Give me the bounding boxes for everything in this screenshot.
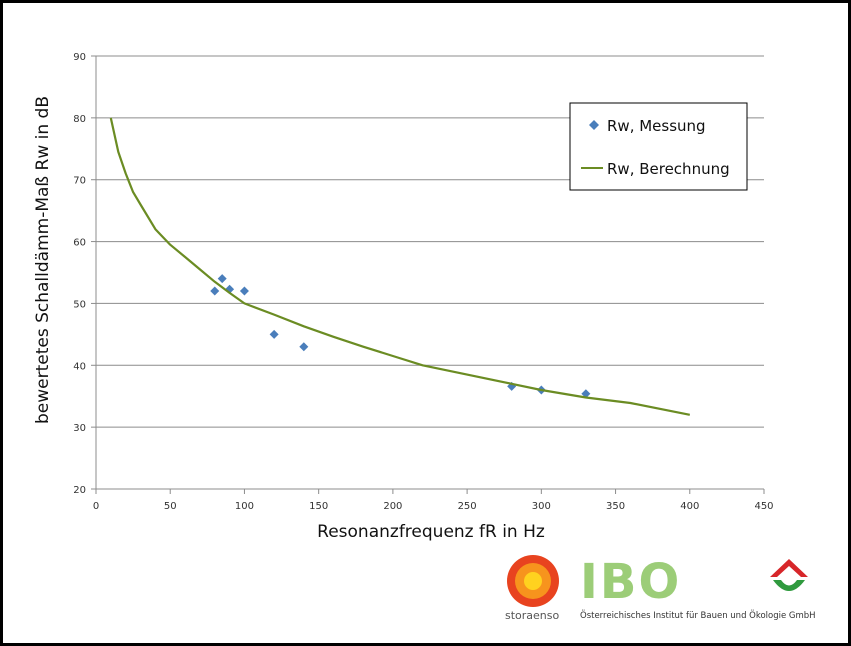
grid-lines bbox=[96, 55, 764, 428]
x-axis-title: Resonanzfrequenz fR in Hz bbox=[317, 522, 545, 542]
x-tick-label: 150 bbox=[309, 501, 328, 512]
x-tick-label: 100 bbox=[235, 501, 254, 512]
y-tick-label: 60 bbox=[73, 238, 86, 249]
x-tick-label: 350 bbox=[606, 501, 625, 512]
y-axis-title: bewertetes Schalldämm-Maß Rw in dB bbox=[33, 96, 53, 424]
y-tick-label: 90 bbox=[73, 52, 86, 63]
y-tick-label: 40 bbox=[73, 361, 86, 372]
axes bbox=[91, 55, 765, 494]
legend-label-messung: Rw, Messung bbox=[607, 117, 706, 135]
x-tick-label: 50 bbox=[164, 501, 177, 512]
data-point-messung bbox=[210, 286, 220, 296]
y-tick-label: 30 bbox=[73, 423, 86, 434]
data-point-messung bbox=[239, 286, 249, 296]
y-tick-label: 50 bbox=[73, 299, 86, 310]
chart-frame: 0 50 100 150 200 250 300 350 400 450 20 30 40 50 60 70… bbox=[3, 3, 848, 643]
y-tick-label: 20 bbox=[73, 485, 86, 496]
chart-svg: 0 50 100 150 200 250 300 350 400 450 20 30 40 50 60 70… bbox=[33, 52, 774, 542]
x-tick-label: 450 bbox=[754, 501, 773, 512]
data-point-messung bbox=[269, 329, 279, 339]
data-point-messung bbox=[217, 274, 227, 284]
y-tick-label: 80 bbox=[73, 114, 86, 125]
x-tick-label: 400 bbox=[680, 501, 699, 512]
legend-box bbox=[569, 102, 748, 191]
x-tick-labels: 0 50 100 150 200 250 300 350 400 450 bbox=[93, 501, 774, 512]
x-tick-label: 250 bbox=[458, 501, 477, 512]
x-tick-label: 200 bbox=[383, 501, 402, 512]
data-point-messung bbox=[299, 342, 309, 352]
x-tick-label: 0 bbox=[93, 501, 99, 512]
data-point-messung bbox=[581, 389, 591, 399]
y-tick-labels: 20 30 40 50 60 70 80 90 bbox=[73, 52, 86, 496]
series-layer bbox=[109, 117, 691, 416]
legend: Rw, Messung Rw, Berechnung bbox=[569, 102, 748, 191]
series-line-berechnung bbox=[109, 117, 691, 416]
y-tick-label: 70 bbox=[73, 176, 86, 187]
x-tick-label: 300 bbox=[532, 501, 551, 512]
legend-marker-messung bbox=[589, 120, 599, 130]
legend-label-berechnung: Rw, Berechnung bbox=[607, 160, 730, 178]
